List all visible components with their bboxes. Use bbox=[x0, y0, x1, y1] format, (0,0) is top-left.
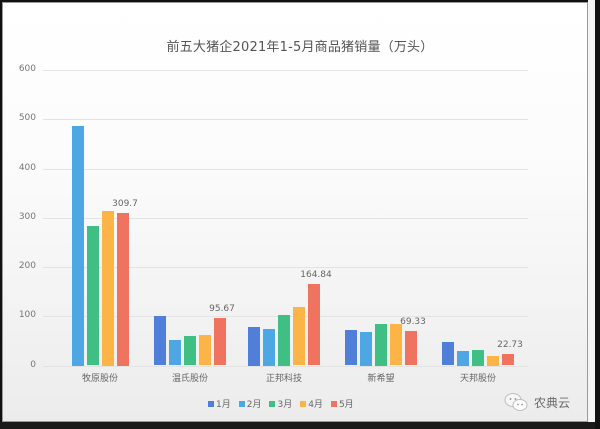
legend-item: 1月 bbox=[208, 397, 231, 410]
legend-swatch bbox=[238, 400, 245, 407]
bar-4月 bbox=[199, 335, 211, 365]
bar-3月 bbox=[375, 324, 387, 366]
gridline bbox=[43, 70, 528, 71]
bar-1月 bbox=[345, 330, 357, 365]
data-label: 95.67 bbox=[209, 304, 235, 314]
wechat-icon bbox=[504, 393, 528, 411]
legend-label: 2月 bbox=[246, 400, 262, 410]
bar-3月 bbox=[184, 336, 196, 365]
legend-swatch bbox=[269, 400, 276, 407]
bar-3月 bbox=[472, 350, 484, 366]
y-tick-label: 100 bbox=[18, 310, 36, 320]
bar-4月 bbox=[293, 307, 305, 365]
y-tick-label: 500 bbox=[18, 113, 36, 123]
bar-1月 bbox=[154, 316, 166, 365]
bar-4月 bbox=[487, 356, 499, 366]
gridline bbox=[43, 267, 528, 268]
gridline bbox=[43, 218, 528, 219]
bar-2月 bbox=[169, 340, 181, 365]
legend-label: 4月 bbox=[308, 400, 323, 410]
y-tick-label: 600 bbox=[18, 64, 36, 74]
gridline bbox=[43, 119, 528, 120]
bar-5月 bbox=[214, 318, 226, 365]
watermark-text: 农典云 bbox=[534, 395, 571, 410]
y-tick-label: 200 bbox=[18, 261, 36, 271]
legend-label: 1月 bbox=[216, 400, 231, 410]
y-tick-label: 400 bbox=[18, 163, 36, 173]
bar-2月 bbox=[457, 351, 469, 366]
legend-swatch bbox=[300, 400, 307, 407]
data-label: 22.73 bbox=[497, 340, 523, 350]
legend-item: 4月 bbox=[300, 397, 323, 410]
data-label: 309.7 bbox=[112, 199, 138, 209]
chart-legend: 1月 2月 3月 4月 5月 bbox=[208, 397, 354, 410]
bar-2月 bbox=[72, 126, 84, 366]
bar-2月 bbox=[263, 329, 275, 366]
frame-edge bbox=[588, 0, 595, 429]
legend-label: 3月 bbox=[277, 400, 293, 410]
legend-swatch bbox=[208, 400, 214, 407]
y-tick-label: 300 bbox=[18, 212, 36, 222]
bar-5月 bbox=[405, 331, 417, 365]
data-label: 164.84 bbox=[300, 270, 332, 280]
legend-label: 5月 bbox=[338, 400, 354, 410]
watermark: 农典云 bbox=[503, 392, 570, 412]
data-label: 69.33 bbox=[400, 317, 426, 327]
chart-title: 前五大猪企2021年1-5月商品猪销量（万头） bbox=[166, 40, 434, 55]
x-category-label: 新希望 bbox=[367, 374, 395, 384]
bar-3月 bbox=[87, 226, 99, 365]
legend-swatch bbox=[330, 400, 337, 407]
bar-3月 bbox=[278, 315, 290, 366]
bar-5月 bbox=[502, 354, 514, 365]
gridline bbox=[43, 366, 528, 367]
bar-1月 bbox=[442, 342, 454, 365]
x-category-label: 正邦科技 bbox=[265, 374, 303, 384]
bar-5月 bbox=[117, 213, 129, 366]
bar-4月 bbox=[102, 211, 114, 366]
bar-4月 bbox=[390, 324, 402, 365]
x-category-label: 天邦股份 bbox=[459, 374, 497, 384]
frame-edge bbox=[0, 422, 595, 429]
gridline bbox=[43, 169, 528, 170]
legend-item: 5月 bbox=[330, 397, 354, 410]
bar-1月 bbox=[248, 327, 260, 366]
legend-item: 3月 bbox=[269, 397, 292, 410]
y-tick-label: 0 bbox=[30, 360, 36, 370]
legend-item: 2月 bbox=[238, 397, 262, 410]
x-category-label: 温氏股份 bbox=[171, 374, 209, 384]
bar-5月 bbox=[308, 284, 320, 365]
x-category-label: 牧原股份 bbox=[81, 374, 119, 384]
bar-2月 bbox=[360, 332, 372, 366]
